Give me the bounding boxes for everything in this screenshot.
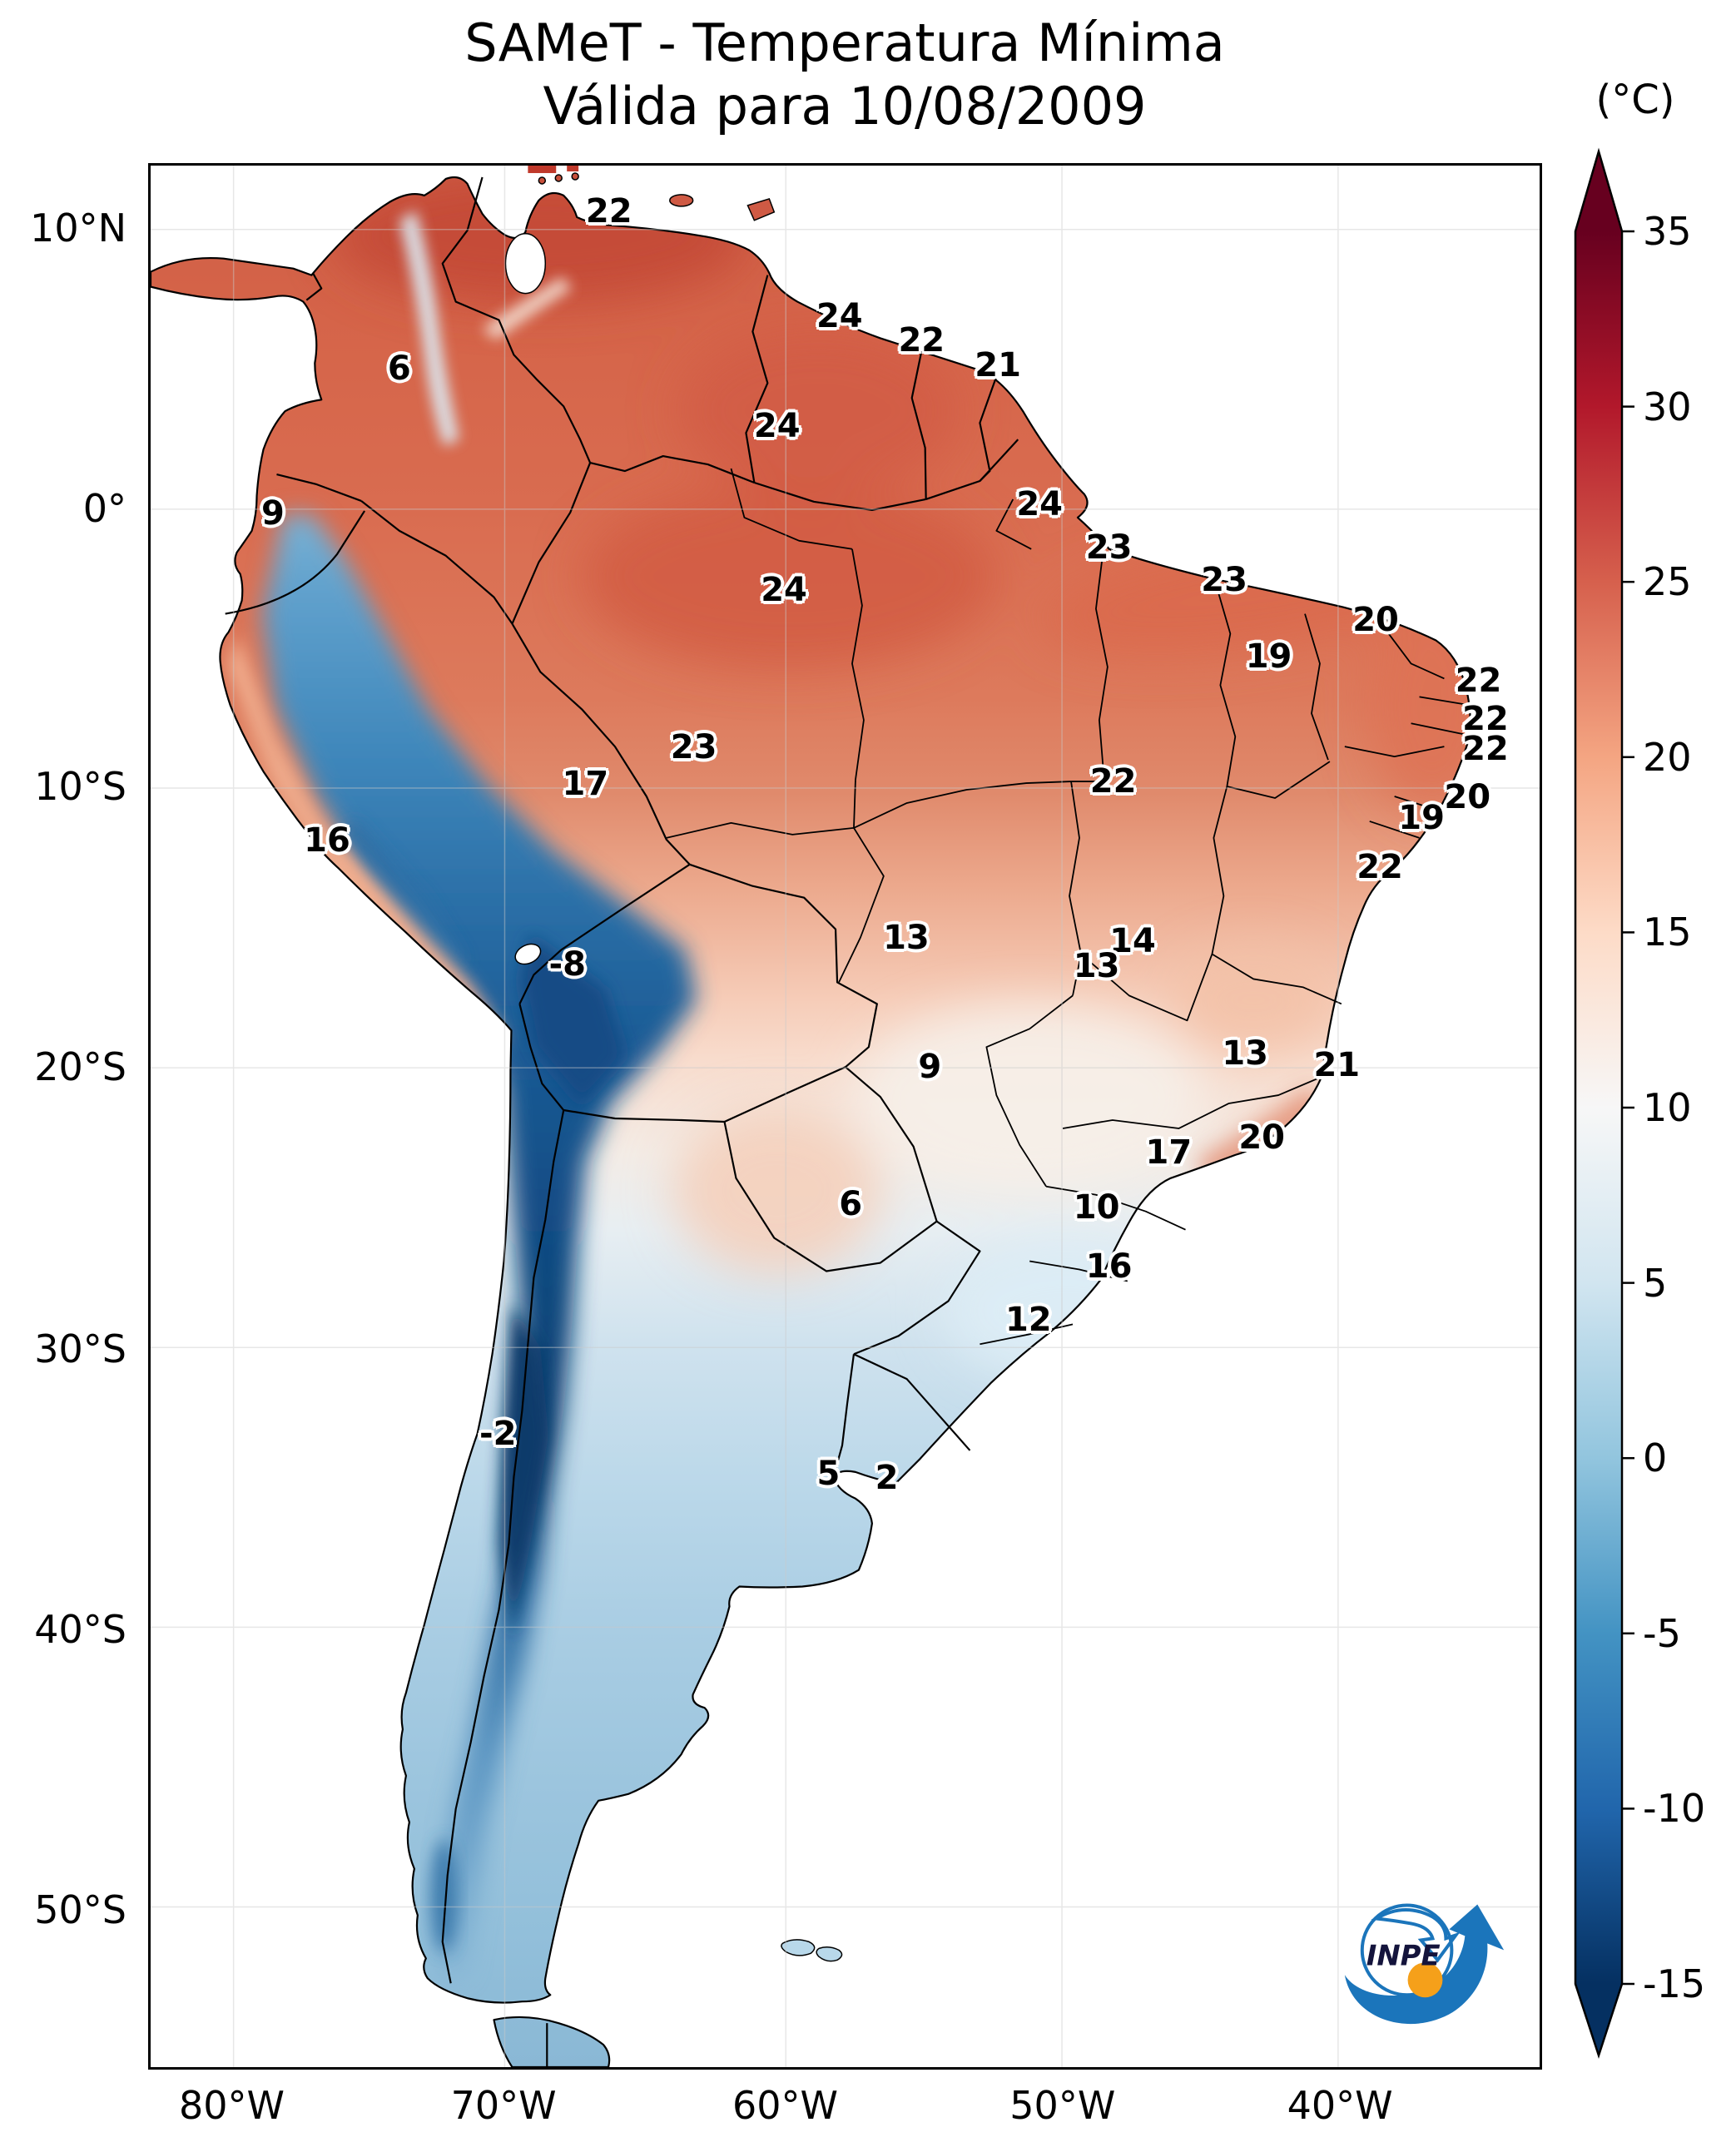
temperature-value-label: 17 [1145,1133,1193,1172]
temperature-value-label: 2 [875,1458,899,1497]
colorbar-tick-label: -15 [1643,1961,1706,2006]
coastline [151,176,1471,2067]
lon-tick-label: 70°W [450,2083,557,2128]
temperature-value-label: -2 [479,1415,517,1454]
lat-tick-label: 10°N [30,205,126,250]
lon-tick-label: 40°W [1287,2083,1393,2128]
lon-tick-label: 50°W [1009,2083,1116,2128]
colorbar-tick-label: -10 [1643,1786,1706,1832]
colorbar-tick-label: 25 [1643,559,1692,605]
temperature-value-label: 17 [562,764,609,803]
colorbar-tick-label: 35 [1643,209,1692,254]
lon-tick-label: 60°W [732,2083,838,2128]
colorbar-tick-label: 20 [1643,734,1692,780]
temperature-value-label: 9 [260,494,285,533]
colorbar-tick-label: 10 [1643,1085,1692,1130]
lat-tick-label: 30°S [34,1326,126,1371]
temperature-value-label: 20 [1238,1118,1286,1157]
graticule [151,166,1540,2067]
temperature-value-label: 21 [975,345,1021,384]
inpe-logo-text: INPE [1366,1939,1441,1971]
temperature-value-label: 22 [1357,848,1403,887]
temperature-value-label: 10 [1073,1188,1120,1227]
temperature-value-label: 23 [1201,561,1247,600]
lat-tick-label: 50°S [34,1887,126,1932]
temperature-value-label: 24 [1016,484,1063,523]
temperature-value-label: 19 [1398,798,1445,837]
lon-tick-label: 80°W [178,2083,285,2128]
temperature-value-label: 23 [670,728,717,767]
chart-title: SAMeT - Temperatura Mínima [464,12,1225,73]
colorbar-tick-label: 15 [1643,910,1692,955]
temperature-value-label: 13 [883,918,930,957]
colorbar-unit-label: (°C) [1595,77,1675,123]
lat-tick-label: 10°S [34,764,126,810]
temperature-value-label: 9 [918,1048,942,1087]
inpe-logo: INPE [1344,1903,1505,2025]
temperature-value-label: -8 [548,945,586,984]
temperature-value-label: 22 [1462,699,1509,738]
temperature-value-label: 23 [1085,528,1133,568]
lakes [504,233,547,965]
temperature-value-label: 21 [1313,1045,1361,1084]
temperature-value-label: 24 [753,407,801,446]
lat-tick-label: 0° [82,485,126,531]
temperature-value-label: 24 [816,296,863,335]
temperature-value-label: 16 [1085,1247,1133,1286]
temperature-value-label: 5 [816,1455,841,1494]
temperature-value-label: 13 [1222,1034,1269,1074]
colorbar-svg [1574,147,1634,2060]
inpe-logo-orange-dot [1407,1962,1443,1998]
colorbar-ticks [1622,230,1634,1986]
temperature-value-label: 12 [1004,1300,1052,1339]
colorbar-tick-label: -5 [1643,1610,1681,1656]
south-america-temperature-map: INPE [151,166,1540,2067]
chart-subtitle: Válida para 10/08/2009 [543,76,1147,136]
temperature-value-label: 22 [1089,762,1137,801]
title-block: SAMeT - Temperatura Mínima Válida para 1… [0,12,1689,138]
temperature-value-label: 22 [585,191,632,231]
colorbar-tick-label: 5 [1643,1260,1668,1306]
temperature-value-label: 14 [1109,922,1156,961]
colorbar-bar [1574,147,1624,2060]
colorbar-tick-label: 0 [1643,1435,1668,1481]
lat-tick-label: 40°S [34,1606,126,1652]
temperature-value-label: 22 [1455,662,1502,701]
islands [528,166,843,1962]
temperature-value-label: 24 [761,570,807,609]
inpe-logo-inner-arrow [1371,1908,1461,1963]
temperature-value-label: 22 [898,321,945,360]
inpe-logo-swoosh [1344,1904,1505,2025]
map-frame: INPE 22 24 22 21 24 6 9 24 23 23 20 19 22 22 22 20 19 24 2… [148,163,1542,2070]
temperature-value-label: 6 [387,350,411,389]
colorbar: 35 30 25 20 15 10 5 0 -5 -10 -15 [1561,146,1736,2077]
temperature-value-label: 20 [1444,777,1491,816]
temperature-value-label: 19 [1245,637,1292,676]
longitude-axis: 80°W 70°W 60°W 50°W 40°W [148,2082,1542,2140]
state-borders [666,468,1470,1346]
temperature-value-label: 22 [1462,730,1509,769]
temperature-value-label: 16 [304,821,350,860]
temperature-value-label: 20 [1352,601,1399,640]
temperature-value-label: 6 [839,1184,863,1223]
temperature-labels-layer: 22 24 22 21 24 6 9 24 23 23 20 19 22 22 22 20 19 24 23 17 22… [151,166,1540,2067]
latitude-axis: 10°N 0° 10°S 20°S 30°S 40°S 50°S [0,163,133,2070]
temperature-value-label: 13 [1073,946,1120,985]
colorbar-tick-label: 30 [1643,384,1692,429]
lat-tick-label: 20°S [34,1044,126,1089]
country-borders [225,176,1019,2067]
